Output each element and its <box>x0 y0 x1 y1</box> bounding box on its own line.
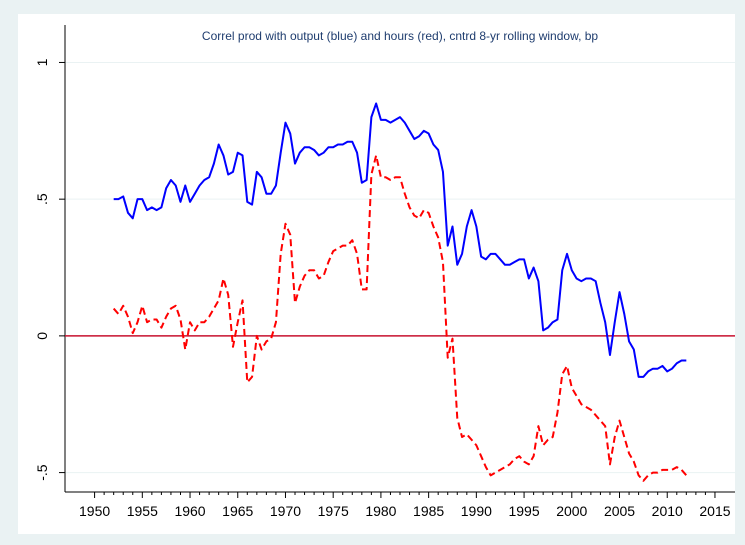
x-tick-label: 1960 <box>174 503 205 519</box>
x-tick-label: 1985 <box>413 503 444 519</box>
x-tick-label: 1950 <box>79 503 110 519</box>
x-tick-label: 1970 <box>270 503 301 519</box>
chart-title: Correl prod with output (blue) and hours… <box>202 29 599 43</box>
series-line <box>113 102 687 378</box>
x-tick-label: 1965 <box>222 503 253 519</box>
y-tick-label: -.5 <box>34 464 50 481</box>
x-tick-label: 1975 <box>318 503 349 519</box>
y-tick-label: .5 <box>34 193 50 205</box>
y-tick-label: 1 <box>34 58 50 66</box>
x-tick-label: 1955 <box>127 503 158 519</box>
x-tick-label: 2005 <box>604 503 635 519</box>
plot-background <box>18 14 735 534</box>
x-tick-label: 1980 <box>365 503 396 519</box>
x-tick-label: 1990 <box>461 503 492 519</box>
x-tick-label: 2000 <box>556 503 587 519</box>
series-line <box>112 154 688 482</box>
x-tick-label: 1995 <box>508 503 539 519</box>
x-tick-label: 2015 <box>699 503 730 519</box>
y-tick-label: 0 <box>34 332 50 340</box>
x-tick-label: 2010 <box>652 503 683 519</box>
